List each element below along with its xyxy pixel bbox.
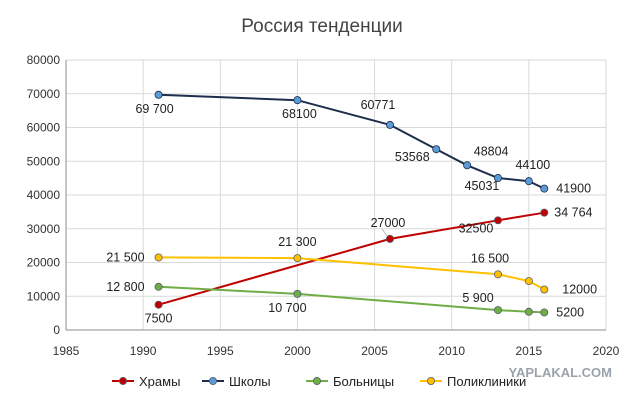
y-tick-label: 0 [53,323,60,337]
legend-swatch-marker [426,376,435,385]
data-point [524,277,533,286]
series-line-0 [158,211,545,306]
data-point [154,90,163,99]
data-point [293,254,302,263]
data-point [385,120,394,129]
x-tick-label: 2010 [438,344,465,358]
data-label: 41900 [556,182,591,196]
data-point [293,96,302,105]
data-point [540,208,549,217]
x-tick-label: 2005 [361,344,388,358]
data-point [385,234,394,243]
data-point [493,270,502,279]
data-point [493,306,502,315]
data-point [463,161,472,170]
data-point [154,253,163,262]
data-point [432,145,441,154]
data-label: 5200 [556,305,584,319]
data-label: 27000 [371,216,406,230]
grid [65,59,607,331]
y-tick-label: 70000 [27,87,61,101]
axes: 0 10000 20000 30000 40000 50000 60000 70000 8000… [27,53,620,358]
data-point [524,177,533,186]
y-tick-label: 50000 [27,154,61,168]
data-labels: 7500 27000 32500 34 764 69 700 68100 60771 5356… [106,98,597,326]
data-label: 12000 [562,283,597,297]
data-label: 44100 [515,158,550,172]
data-label: 32500 [459,221,494,235]
data-label: 21 500 [106,250,144,264]
data-point [540,285,549,294]
legend-label: Храмы [139,374,180,389]
x-tick-label: 2015 [516,344,543,358]
data-label: 69 700 [135,102,173,116]
series [154,90,549,317]
data-label: 68100 [282,107,317,121]
data-label: 12 800 [106,280,144,294]
data-label: 10 700 [268,301,306,315]
y-tick-label: 10000 [27,289,61,303]
data-point [154,300,163,309]
x-tick-label: 1995 [207,344,234,358]
data-label: 53568 [395,150,430,164]
legend-swatch-marker [312,376,321,385]
x-tick-label: 1985 [53,344,80,358]
data-point [524,307,533,316]
data-label: 34 764 [554,206,592,220]
data-point [154,282,163,291]
x-tick-label: 1990 [130,344,157,358]
legend-label: Поликлиники [447,374,526,389]
data-label: 48804 [474,144,509,158]
data-point [493,174,502,183]
y-tick-label: 60000 [27,121,61,135]
legend-label: Больницы [333,374,394,389]
y-tick-label: 40000 [27,188,61,202]
data-label: 5 900 [462,291,493,305]
x-tick-label: 2000 [284,344,311,358]
legend-label: Школы [229,374,271,389]
series-line-1 [158,93,545,190]
data-label: 16 500 [471,251,509,265]
legend-swatch-marker [119,376,128,385]
data-label: 45031 [465,179,500,193]
y-tick-label: 80000 [27,53,61,67]
data-point [540,184,549,193]
y-tick-label: 20000 [27,256,61,270]
data-label: 21 300 [278,235,316,249]
x-tick-label: 2020 [593,344,620,358]
data-label: 60771 [361,98,396,112]
legend-swatch-marker [208,376,217,385]
data-label: 7500 [145,312,173,326]
data-point [540,308,549,317]
data-point [493,216,502,225]
watermark: YAPLAKAL.COM [508,365,612,380]
y-tick-label: 30000 [27,222,61,236]
chart-title: Россия тенденции [241,16,402,37]
label-leader-line [381,228,388,237]
data-point [293,289,302,298]
legend: Храмы Школы Больницы Поликлиники [112,374,526,389]
